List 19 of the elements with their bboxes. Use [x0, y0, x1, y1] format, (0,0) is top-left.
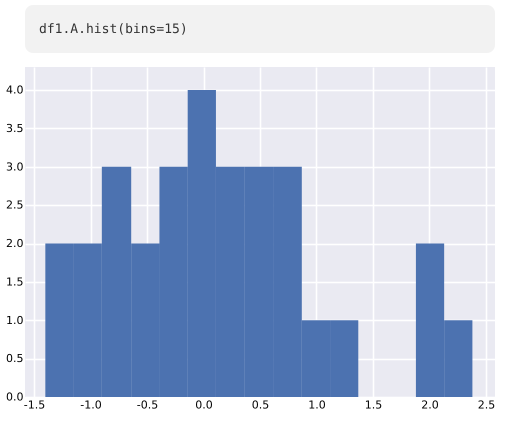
y-tick-label: 0.5	[6, 352, 24, 366]
x-tick-label: -0.5	[136, 398, 158, 412]
x-tick-label: -1.5	[24, 398, 46, 412]
y-tick-label: 1.0	[6, 314, 24, 327]
y-tick-label: 3.0	[6, 160, 24, 174]
y-tick-label: 0.0	[6, 390, 24, 404]
x-tick-label: -1.0	[80, 398, 102, 412]
y-tick-label: 2.0	[6, 237, 24, 250]
x-tick-label: 0.5	[252, 398, 270, 412]
x-tick-label: 1.0	[308, 398, 326, 412]
y-tick-label: 4.0	[6, 84, 24, 97]
y-tick-label: 2.5	[6, 198, 24, 212]
x-tick-label: 0.0	[195, 398, 213, 412]
y-tick-label: 1.5	[6, 275, 24, 288]
x-tick-label: 2.5	[478, 398, 496, 412]
x-tick-label: 2.0	[421, 398, 439, 412]
y-tick-label: 3.5	[6, 122, 24, 135]
chart-title: df1.A.hist(bins=15)	[39, 22, 188, 37]
x-tick-label: 1.5	[364, 398, 382, 412]
